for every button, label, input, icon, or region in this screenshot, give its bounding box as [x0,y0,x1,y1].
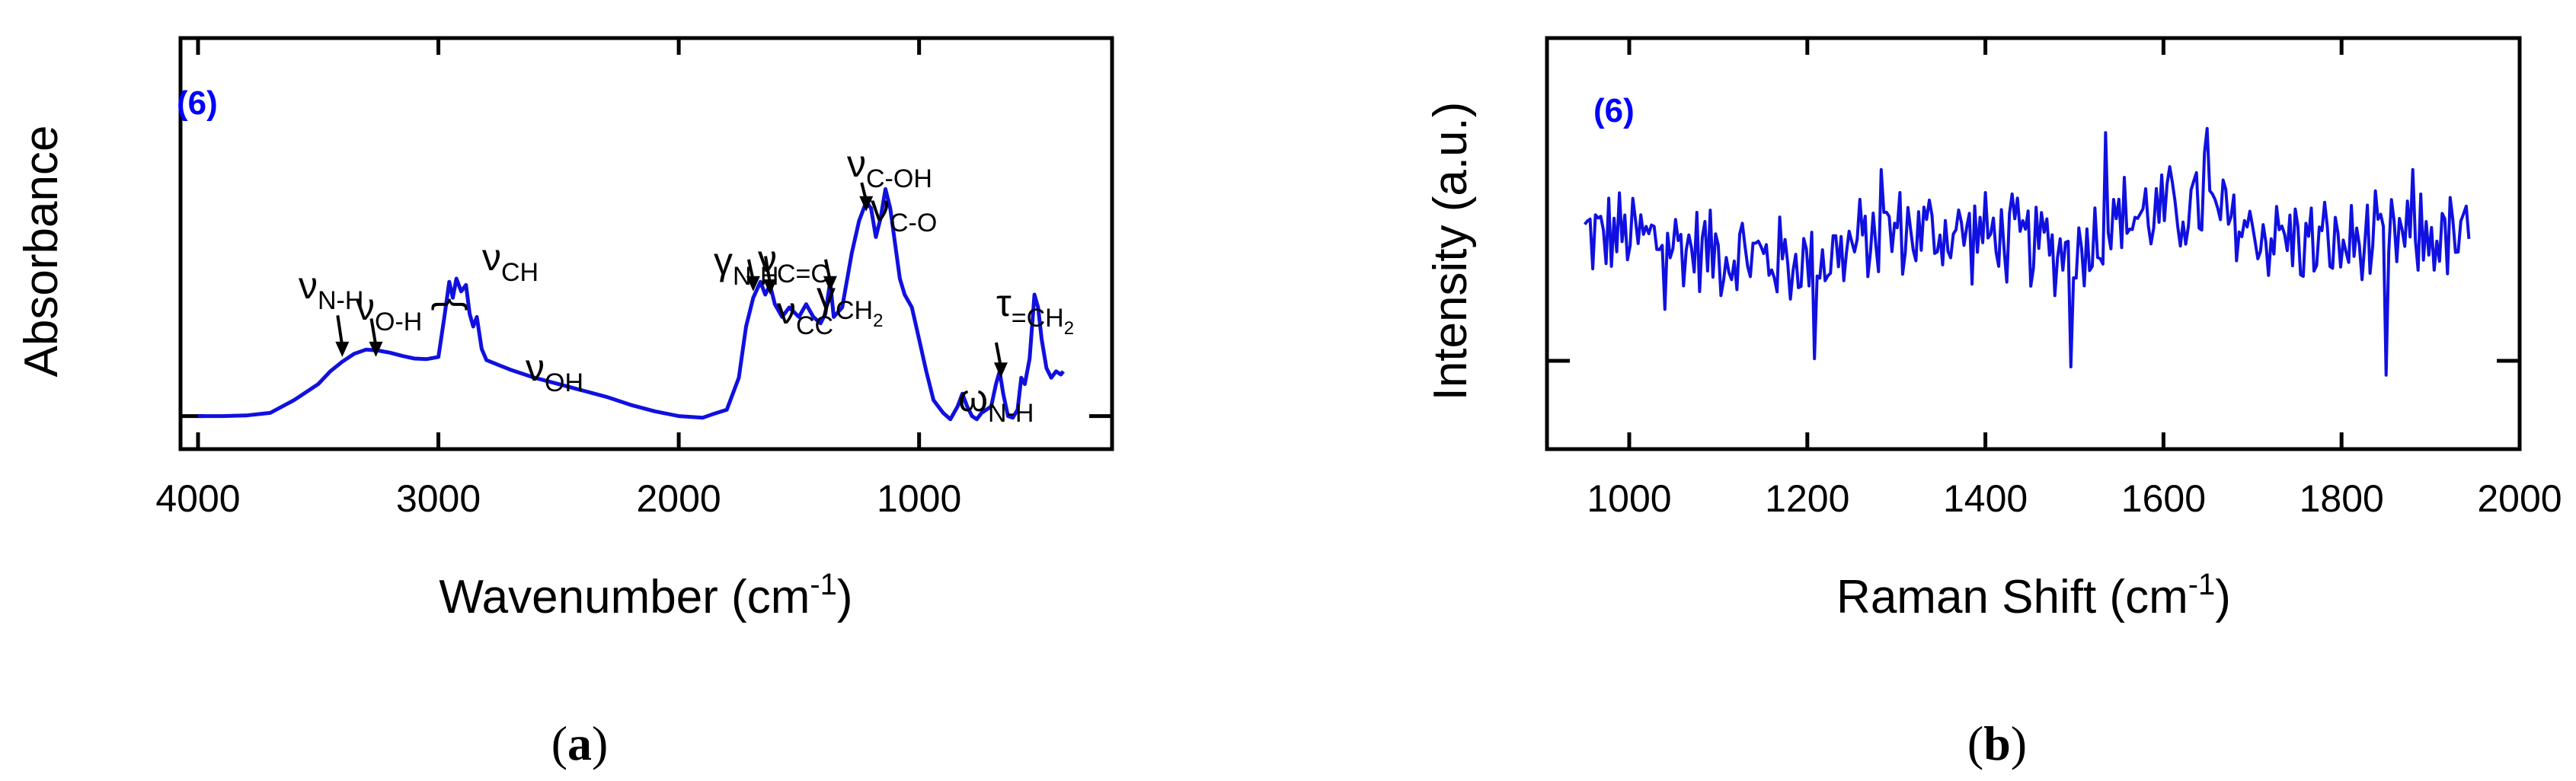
ir-x-tick-label: 1000 [877,477,961,520]
ir-band-symbol: νCH [482,236,539,287]
ir-y-axis-title: Absorbance [15,126,68,378]
ir-band-symbol: νC=C [758,237,829,288]
ir-band-label: νC-O [871,186,937,237]
raman-x-ticks: 1000 1200 1400 1600 1800 2000 [1587,38,2562,520]
ir-band-symbol: νCC [777,289,833,340]
ir-plot-frame [178,36,1114,451]
ir-band-symbol: νC-OH [847,142,932,193]
raman-x-tick-label: 1400 [1943,477,2028,520]
ir-band-annotations: νN-HνO-H}νCHνOHγN-HνC=CνCCγCH2νC-OHνC-Oω… [299,142,1074,428]
ir-band-symbol: ωN-H [958,377,1034,428]
ir-band-label: νCH [482,236,539,287]
ir-band-label: νN-H [299,264,363,357]
raman-spectrum-panel: 1000 1200 1400 1600 1800 2000 (6) Raman Shift… [1424,36,2562,770]
raman-x-axis-title: Raman Shift (cm-1) [1836,568,2231,623]
ir-band-arrowhead [746,276,760,292]
ir-x-ticks: 4000 3000 2000 1000 [155,38,961,520]
ir-band-label: } [425,298,468,311]
ir-band-arrowhead [369,341,383,357]
ir-band-label: γCH2 [817,259,883,331]
ir-spectrum-line [198,186,1065,422]
raman-x-tick-label: 1800 [2300,477,2384,520]
ir-x-tick-label: 4000 [155,477,240,520]
ir-band-label: νC-OH [847,142,932,212]
raman-spectrum-line [1584,126,2471,377]
ir-band-arrowhead [335,341,350,357]
ir-panel-caption: (a) [551,716,609,770]
ir-x-tick-label: 2000 [636,477,721,520]
ir-band-arrowhead [823,276,837,292]
ir-band-arrowhead [763,279,778,295]
ir-band-arrow [369,318,378,347]
ir-band-label: νCC [777,289,833,340]
ir-band-arrowhead [859,196,874,212]
ir-band-label: νOH [526,346,583,397]
raman-sample-label: (6) [1593,92,1635,129]
ir-band-symbol: νOH [526,346,583,397]
raman-x-tick-label: 1200 [1765,477,1849,520]
raman-x-tick-label: 1000 [1587,477,1671,520]
ir-band-label: νC=C [758,237,829,295]
ir-x-axis-title: Wavenumber (cm-1) [439,568,852,623]
ir-band-symbol: νN-H [299,264,363,315]
ir-ch-brace: } [425,298,468,311]
raman-y-axis-title: Intensity (a.u.) [1424,102,1477,401]
ir-band-label: νO-H [356,285,422,357]
ir-band-arrow [764,256,772,285]
ir-x-tick-label: 3000 [396,477,481,520]
ir-band-symbol: τ=CH2 [996,282,1074,339]
ir-band-arrowhead [993,362,1008,378]
raman-x-tick-label: 2000 [2477,477,2562,520]
ir-band-symbol: νO-H [356,285,422,336]
ir-band-symbol: νC-O [871,186,937,237]
raman-plot-frame [1545,36,2522,451]
raman-x-tick-label: 1600 [2121,477,2206,520]
ir-band-label: ωN-H [958,342,1034,428]
raman-panel-caption: (b) [1967,716,2027,770]
ir-band-label: τ=CH2 [996,282,1074,339]
ir-sample-label: (6) [177,84,218,122]
ir-band-arrow [336,315,344,347]
